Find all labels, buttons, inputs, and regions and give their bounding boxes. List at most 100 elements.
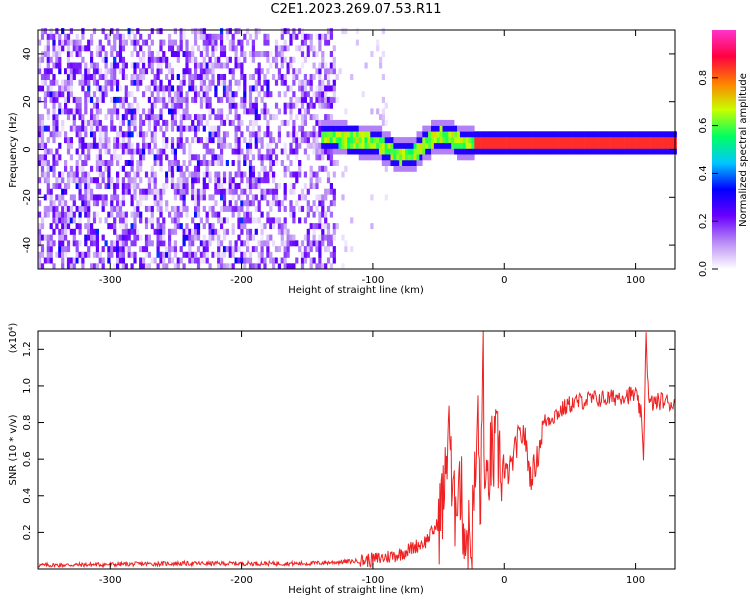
spectrogram-cell	[483, 148, 487, 155]
spectrogram-cell	[98, 251, 102, 258]
spectrogram-cell	[55, 154, 59, 161]
spectrogram-cell	[228, 28, 232, 35]
spectrogram-cell	[321, 51, 325, 57]
spectrogram-cell	[615, 148, 620, 155]
spectrogram-cell	[211, 74, 215, 80]
spectrogram-cell	[176, 74, 180, 80]
spectrogram-cell	[243, 263, 247, 270]
spectrogram-cell	[133, 257, 137, 264]
spectrogram-cell	[116, 205, 120, 212]
spectrogram-cell	[196, 177, 201, 184]
spectrogram-cell	[243, 91, 247, 98]
spectrogram-cell	[168, 234, 172, 241]
spectrogram-cell	[257, 68, 261, 75]
spectrogram-cell	[436, 137, 440, 144]
spectrogram-cell	[150, 114, 154, 121]
spectrogram-cell	[69, 108, 73, 115]
spectrogram-cell	[81, 74, 85, 80]
spectrogram-cell	[162, 228, 166, 235]
spectrogram-cell	[312, 223, 316, 230]
spectrogram-cell	[283, 56, 287, 63]
spectrogram-cell	[168, 171, 172, 178]
spectrogram-cell	[58, 39, 62, 46]
spectrogram-cell	[170, 39, 175, 46]
spectrogram-cell	[641, 142, 646, 149]
spectrogram-cell	[217, 62, 221, 69]
spectrogram-cell	[43, 171, 47, 178]
spectrogram-cell	[127, 148, 131, 155]
spectrogram-cell	[569, 148, 573, 155]
spectrogram-cell	[211, 68, 215, 75]
spectrogram-cell	[188, 51, 192, 57]
spectrogram-cell	[159, 125, 163, 132]
spectrogram-cell	[147, 205, 151, 212]
spectrogram-cell	[329, 251, 333, 258]
spectrogram-cell	[315, 240, 319, 247]
spectrogram-cell	[113, 33, 117, 40]
spectrogram-cell	[300, 39, 305, 46]
spectrogram-cell	[121, 114, 125, 121]
spectrogram-cell	[257, 257, 261, 264]
spectrogram-cell	[150, 148, 154, 155]
spectrogram-cell	[286, 263, 290, 270]
spectrogram-cell	[38, 188, 42, 195]
spectrogram-cell	[332, 137, 336, 144]
spectrogram-cell	[659, 131, 663, 138]
spectrogram-cell	[292, 131, 296, 138]
spectrogram-cell	[173, 91, 177, 98]
spectrogram-cell	[329, 200, 333, 207]
spectrogram-cell	[217, 183, 221, 189]
spectrogram-cell	[303, 194, 307, 201]
spectrogram-cell	[61, 45, 65, 52]
spectrogram-cell	[329, 51, 333, 57]
spectrogram-cell	[191, 79, 195, 86]
spectrogram-cell	[361, 142, 365, 149]
spectrogram-cell	[220, 96, 224, 103]
spectrogram-cell	[124, 131, 128, 138]
spectrogram-cell	[344, 28, 348, 35]
spectrogram-cell	[130, 154, 134, 161]
spectrogram-cell	[266, 131, 270, 138]
spectrogram-cell	[217, 74, 221, 80]
spectrogram-cell	[549, 142, 553, 149]
spectrogram-cell	[61, 28, 65, 35]
spectrogram-cell	[269, 234, 273, 241]
spectrogram-cell	[225, 160, 229, 166]
spectrogram-cell	[87, 119, 91, 126]
spectrogram-cell	[153, 183, 157, 189]
spectrogram-cell	[332, 45, 336, 52]
spectrogram-cell	[139, 257, 143, 264]
spectrogram-cell	[283, 194, 287, 201]
spectrogram-cell	[254, 183, 258, 189]
spectrogram-cell	[127, 188, 131, 195]
spectrogram-cell	[176, 183, 180, 189]
spectrogram-cell	[199, 33, 203, 40]
spectrogram-cell	[509, 137, 513, 144]
spectrogram-cell	[361, 148, 365, 155]
spectrogram-cell	[101, 137, 105, 144]
spectrogram-cell	[321, 200, 325, 207]
spectrogram-cell	[150, 188, 154, 195]
spectrogram-cell	[517, 131, 521, 138]
spectrogram-cell	[465, 125, 469, 132]
spectrogram-cell	[228, 96, 232, 103]
spectrogram-cell	[647, 137, 651, 144]
spectrogram-cell	[228, 200, 232, 207]
spectrogram-cell	[332, 96, 336, 103]
spectrogram-cell	[159, 56, 163, 63]
spectrogram-cell	[295, 148, 299, 155]
spectrogram-cell	[139, 217, 143, 224]
spectrogram-cell	[150, 165, 154, 172]
spectrogram-cell	[43, 79, 47, 86]
spectrogram-cell	[269, 51, 273, 57]
colorbar-tick-label: 0.2	[698, 213, 709, 229]
spectrogram-cell	[237, 234, 241, 241]
spectrogram-cell	[563, 131, 568, 138]
spectrogram-cell	[153, 96, 157, 103]
spectrogram-cell	[72, 234, 76, 241]
spectrogram-cell	[118, 45, 123, 52]
spectrogram-cell	[592, 131, 596, 138]
spectrogram-cell	[84, 205, 88, 212]
spectrogram-cell	[170, 137, 175, 144]
spectrogram-cell	[419, 131, 423, 138]
